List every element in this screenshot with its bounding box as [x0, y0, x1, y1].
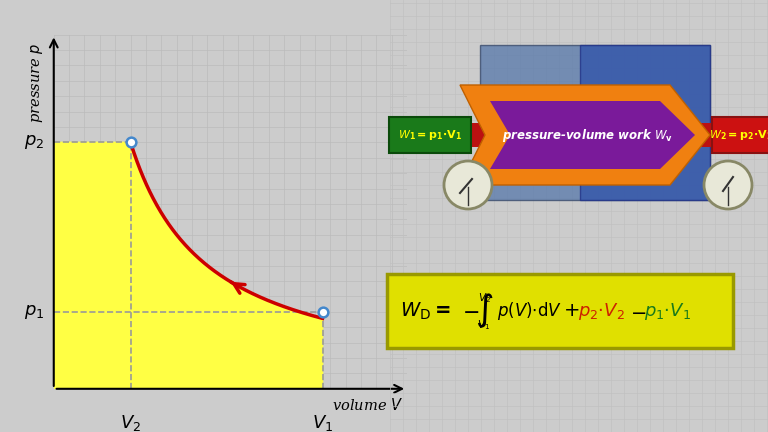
Text: $V_1$: $V_1$: [477, 318, 490, 332]
FancyBboxPatch shape: [480, 45, 710, 200]
Text: $-$: $-$: [462, 301, 479, 321]
Text: $\mathit{p}_1{\cdot}\mathit{V}_1$: $\mathit{p}_1{\cdot}\mathit{V}_1$: [644, 301, 691, 321]
Text: $+$: $+$: [563, 302, 579, 321]
Text: $V_2$: $V_2$: [478, 291, 491, 305]
Text: pressure $p$: pressure $p$: [29, 42, 45, 123]
Text: $V_2$: $V_2$: [120, 413, 141, 432]
Text: $p_1$: $p_1$: [25, 303, 45, 321]
FancyBboxPatch shape: [712, 117, 768, 153]
Text: $\mathbf{\mathit{W}_2}$$\mathbf{=p_2{\cdot}V_2}$: $\mathbf{\mathit{W}_2}$$\mathbf{=p_2{\cd…: [709, 128, 768, 142]
Polygon shape: [490, 101, 695, 169]
Circle shape: [444, 161, 492, 209]
Polygon shape: [54, 143, 323, 389]
FancyBboxPatch shape: [580, 45, 710, 200]
Circle shape: [704, 161, 752, 209]
Text: $-$: $-$: [630, 302, 646, 321]
FancyBboxPatch shape: [389, 117, 471, 153]
Text: $\mathit{p}_2{\cdot}\mathit{V}_2$: $\mathit{p}_2{\cdot}\mathit{V}_2$: [578, 301, 625, 321]
Text: pressure-volume work $\mathit{W}_{\mathbf{v}}$: pressure-volume work $\mathit{W}_{\mathb…: [502, 127, 673, 143]
FancyBboxPatch shape: [387, 274, 733, 348]
Bar: [390, 123, 768, 147]
Text: $\mathbf{\mathit{W}_1}$$\mathbf{=p_1{\cdot}V_1}$: $\mathbf{\mathit{W}_1}$$\mathbf{=p_1{\cd…: [398, 128, 462, 142]
Text: $V_1$: $V_1$: [312, 413, 333, 432]
Polygon shape: [460, 85, 710, 185]
Text: volume $V$: volume $V$: [332, 397, 403, 413]
Text: $p_2$: $p_2$: [25, 133, 45, 151]
Text: $\mathbf{\mathit{W}}_{\mathrm{D}}\mathbf{=}$: $\mathbf{\mathit{W}}_{\mathrm{D}}\mathbf…: [400, 300, 451, 322]
Text: $\mathit{p}(V){\cdot}\mathrm{d}V$: $\mathit{p}(V){\cdot}\mathrm{d}V$: [497, 300, 562, 322]
Text: $\int$: $\int$: [475, 292, 493, 330]
